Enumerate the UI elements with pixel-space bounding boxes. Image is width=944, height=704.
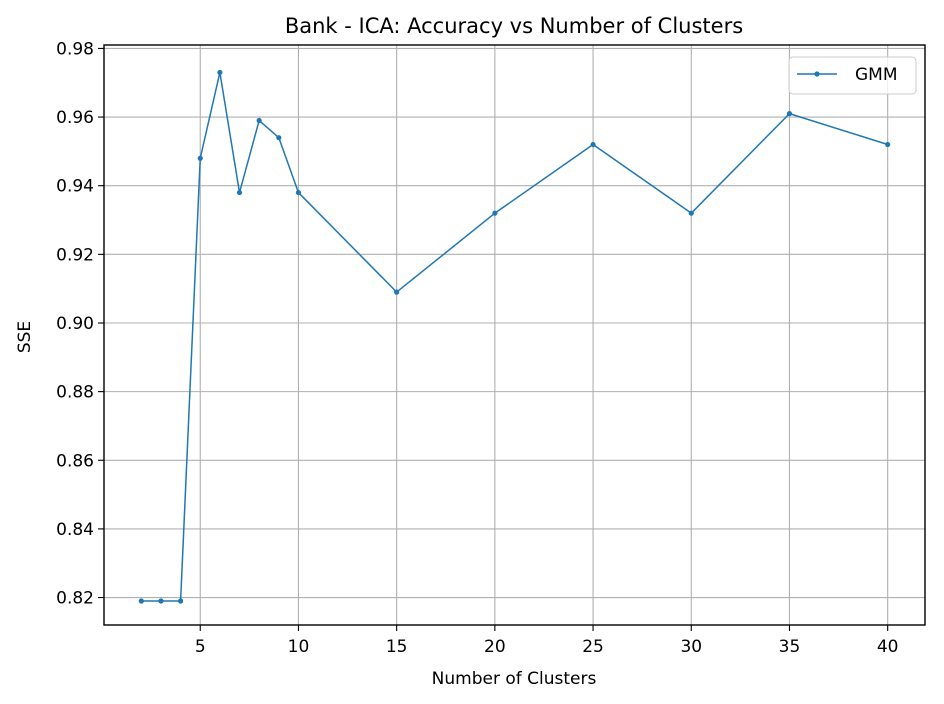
data-point <box>158 598 164 604</box>
legend-label-gmm: GMM <box>855 65 898 85</box>
y-tick-label: 0.92 <box>56 245 94 265</box>
x-tick-label: 10 <box>288 637 310 657</box>
legend: GMM <box>788 56 917 95</box>
series-layer <box>138 69 891 604</box>
data-point <box>590 141 596 148</box>
y-tick-label: 0.96 <box>56 108 94 128</box>
chart-title: Bank - ICA: Accuracy vs Number of Cluste… <box>285 14 743 38</box>
data-point <box>256 117 262 124</box>
y-tick-label: 0.94 <box>56 177 94 197</box>
data-point <box>885 141 891 148</box>
y-tick-label: 0.84 <box>56 520 94 540</box>
data-point <box>236 189 243 196</box>
x-tick-label: 15 <box>386 637 408 657</box>
data-point <box>394 289 400 295</box>
x-tick-label: 20 <box>484 637 506 657</box>
x-tick-label: 30 <box>680 637 702 657</box>
y-tick-label: 0.88 <box>56 383 94 403</box>
x-tick-label: 5 <box>195 637 206 657</box>
y-tick-label: 0.98 <box>56 39 94 59</box>
data-point <box>276 135 282 141</box>
y-tick-label: 0.82 <box>56 589 94 609</box>
data-point <box>217 69 223 76</box>
y-tick-label: 0.90 <box>56 314 94 334</box>
legend-box <box>788 56 917 95</box>
y-axis-label: SSE <box>15 321 35 353</box>
y-tick-label: 0.86 <box>56 451 94 471</box>
data-point <box>138 598 144 604</box>
data-point <box>786 111 793 117</box>
x-axis-label: Number of Clusters <box>432 669 597 689</box>
x-tick-label: 40 <box>877 637 899 657</box>
data-point <box>178 598 184 604</box>
data-point <box>197 155 203 161</box>
tick-layer: 5 10 15 20 25 30 35 40 0.82 0.84 0.86 0.88 0.90 0.92 0… <box>56 39 898 657</box>
data-point <box>492 210 498 216</box>
x-tick-label: 25 <box>582 637 604 657</box>
plot-frame <box>103 44 926 626</box>
legend-marker <box>814 71 820 77</box>
data-point <box>295 189 302 196</box>
data-point <box>688 210 694 216</box>
grid <box>104 45 925 625</box>
x-tick-label: 35 <box>779 637 801 657</box>
